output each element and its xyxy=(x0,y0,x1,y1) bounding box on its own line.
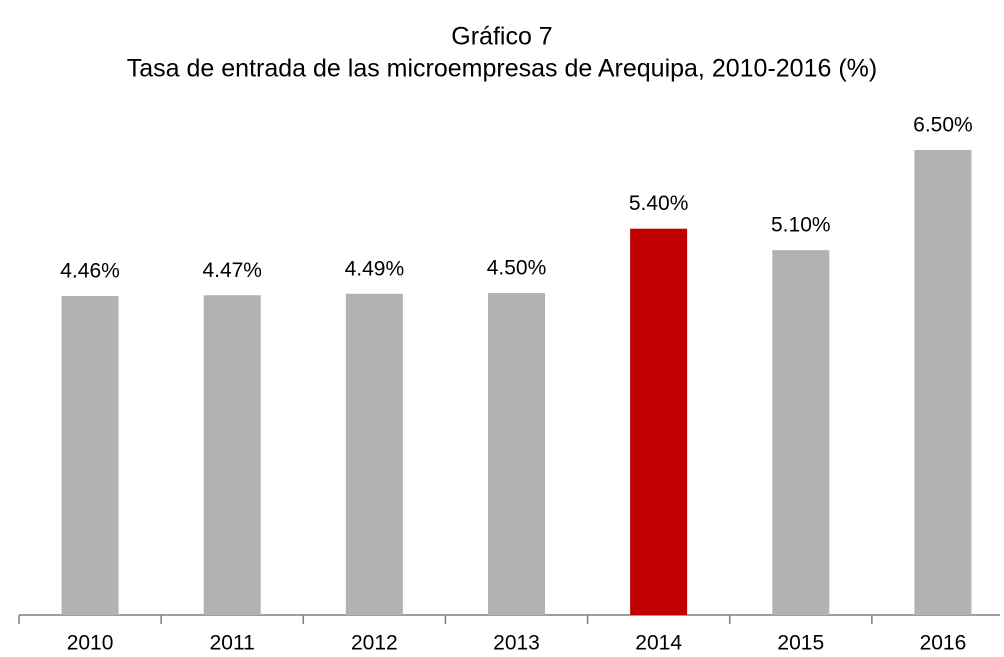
data-label: 4.50% xyxy=(487,257,547,280)
bar xyxy=(203,295,261,615)
bar xyxy=(914,150,972,615)
data-label: 6.50% xyxy=(913,114,973,137)
bar xyxy=(772,250,830,615)
data-label: 5.10% xyxy=(771,214,831,237)
bar xyxy=(61,295,119,615)
chart-title: Gráfico 7 xyxy=(451,23,552,51)
x-tick-label: 2011 xyxy=(210,632,255,655)
x-tick-label: 2013 xyxy=(493,632,540,655)
x-tick-label: 2010 xyxy=(67,632,114,655)
x-tick-label: 2012 xyxy=(351,632,398,655)
data-label: 4.49% xyxy=(345,257,405,280)
bar xyxy=(488,293,545,615)
bar xyxy=(345,293,403,615)
chart-subtitle: Tasa de entrada de las microempresas de … xyxy=(127,55,877,83)
x-tick-label: 2015 xyxy=(777,632,824,655)
x-tick-label: 2016 xyxy=(920,632,967,655)
data-label: 5.40% xyxy=(629,192,689,215)
data-label: 4.47% xyxy=(202,259,262,282)
x-tick-label: 2014 xyxy=(635,632,682,655)
data-label: 4.46% xyxy=(60,259,120,282)
bar xyxy=(630,228,688,615)
